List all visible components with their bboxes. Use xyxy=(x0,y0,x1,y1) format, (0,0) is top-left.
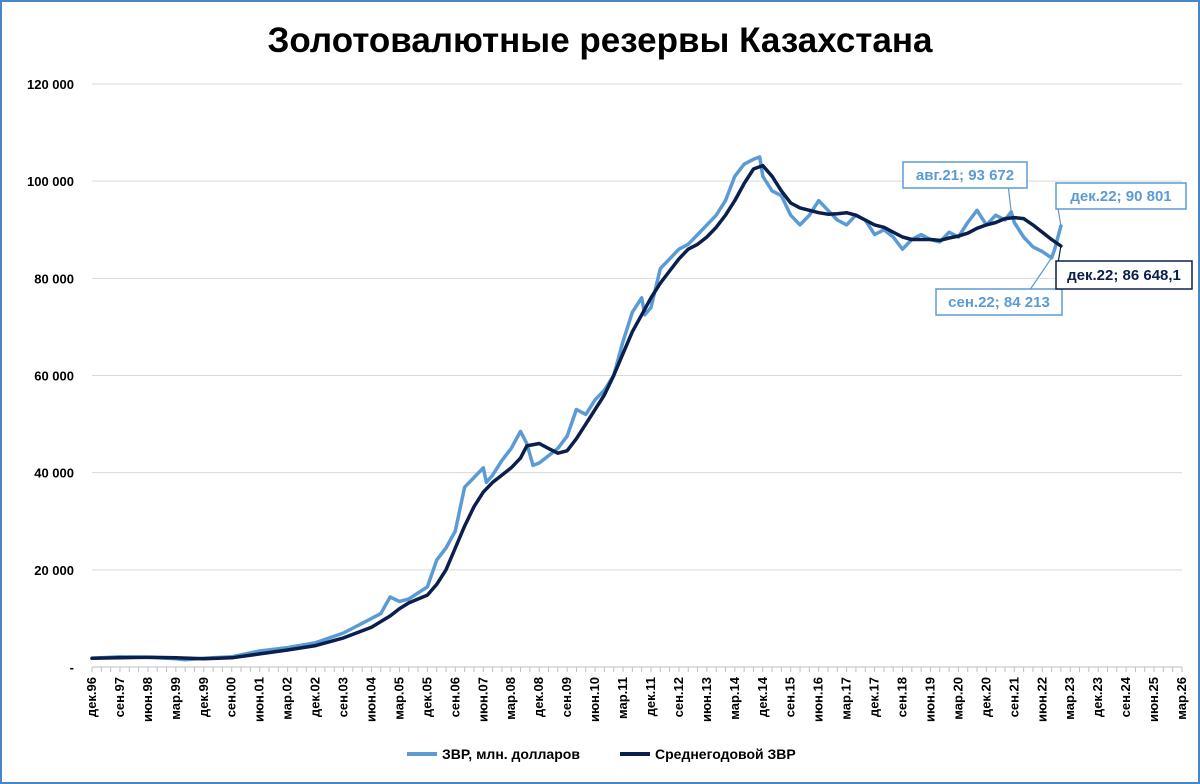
x-tick-label: сен.15 xyxy=(783,677,798,717)
x-tick-label: мар.26 xyxy=(1174,677,1189,720)
x-tick-label: дек.20 xyxy=(978,677,993,717)
x-tick-label: дек.14 xyxy=(755,676,770,717)
x-tick-label: июн.07 xyxy=(475,677,490,722)
x-tick-label: сен.18 xyxy=(895,677,910,717)
x-tick-label: дек.11 xyxy=(643,677,658,716)
x-tick-label: июн.10 xyxy=(587,677,602,722)
y-tick-label: 100 000 xyxy=(27,174,74,189)
x-tick-label: июн.16 xyxy=(811,677,826,722)
x-tick-label: дек.02 xyxy=(308,677,323,717)
x-tick-label: дек.05 xyxy=(419,677,434,717)
annotation-label: авг.21; 93 672 xyxy=(916,167,1014,184)
series-line-reserves xyxy=(90,155,1063,662)
x-tick-label: мар.02 xyxy=(280,677,295,720)
x-tick-label: сен.03 xyxy=(336,677,351,717)
annotation-leader-line xyxy=(1007,187,1012,212)
x-tick-label: сен.24 xyxy=(1118,676,1133,717)
x-tick-label: мар.20 xyxy=(950,677,965,720)
x-tick-label: сен.97 xyxy=(112,677,127,717)
x-tick-label: дек.08 xyxy=(531,677,546,717)
x-tick-label: июн.22 xyxy=(1034,677,1049,722)
x-tick-label: сен.06 xyxy=(447,677,462,717)
annotation-box xyxy=(935,288,1063,316)
x-tick-label: мар.08 xyxy=(503,677,518,720)
x-tick-label: сен.09 xyxy=(559,677,574,717)
x-tick-label: июн.13 xyxy=(699,677,714,722)
annotation-box xyxy=(1055,260,1193,290)
axes xyxy=(91,666,1183,672)
y-tick-label: 80 000 xyxy=(34,271,74,286)
legend-label: Среднегодовой ЗВР xyxy=(655,746,796,762)
annotation-leader-line xyxy=(1030,257,1053,290)
x-tick-label: мар.99 xyxy=(168,677,183,720)
y-tick-labels: - 20 000 40 000 60 000 80 000 100 000 120 000 xyxy=(27,77,74,675)
x-tick-label: июн.98 xyxy=(140,677,155,722)
series-line-annual-average xyxy=(90,163,1063,661)
x-tick-label: мар.23 xyxy=(1062,677,1077,720)
x-tick-label: мар.05 xyxy=(391,677,406,720)
x-tick-label: мар.11 xyxy=(615,677,630,719)
annotation-box xyxy=(902,161,1028,189)
x-tick-label: дек.23 xyxy=(1090,677,1105,717)
x-tick-label: июн.01 xyxy=(252,677,267,722)
series-lines xyxy=(90,155,1063,662)
legend-label: ЗВР, млн. долларов xyxy=(442,746,580,762)
x-tick-label: сен.21 xyxy=(1006,677,1021,717)
x-tick-label: дек.96 xyxy=(84,677,99,717)
x-tick-label: июн.25 xyxy=(1146,677,1161,722)
x-tick-label: дек.99 xyxy=(196,677,211,717)
x-tick-label: июн.19 xyxy=(922,677,937,722)
x-tick-label: мар.14 xyxy=(727,676,742,719)
annotation-box xyxy=(1055,182,1187,210)
y-tick-label: 20 000 xyxy=(34,563,74,578)
y-tick-label: 40 000 xyxy=(34,466,74,481)
x-tick-label: мар.17 xyxy=(839,677,854,720)
annotations: авг.21; 93 672 дек.22; 90 801 сен.22; 84 2… xyxy=(902,161,1193,316)
annotation-label: дек.22; 90 801 xyxy=(1070,188,1171,205)
y-tick-label: - xyxy=(70,660,74,675)
grid-lines xyxy=(92,83,1182,571)
annotation-label: дек.22; 86 648,1 xyxy=(1067,267,1181,284)
annotation-label: сен.22; 84 213 xyxy=(948,294,1050,311)
x-tick-label: дек.17 xyxy=(867,677,882,717)
x-tick-labels: дек.96 сен.97 июн.98 мар.99 дек.99 сен.00 июн.… xyxy=(84,676,1189,722)
x-tick-label: сен.12 xyxy=(671,677,686,717)
x-tick-label: июн.04 xyxy=(363,676,378,722)
x-tick-label: сен.00 xyxy=(224,677,239,717)
chart-title: Золотовалютные резервы Казахстана xyxy=(267,21,933,60)
y-tick-label: 120 000 xyxy=(27,77,74,92)
legend: ЗВР, млн. долларов Среднегодовой ЗВР xyxy=(407,746,796,762)
y-tick-label: 60 000 xyxy=(34,369,74,384)
